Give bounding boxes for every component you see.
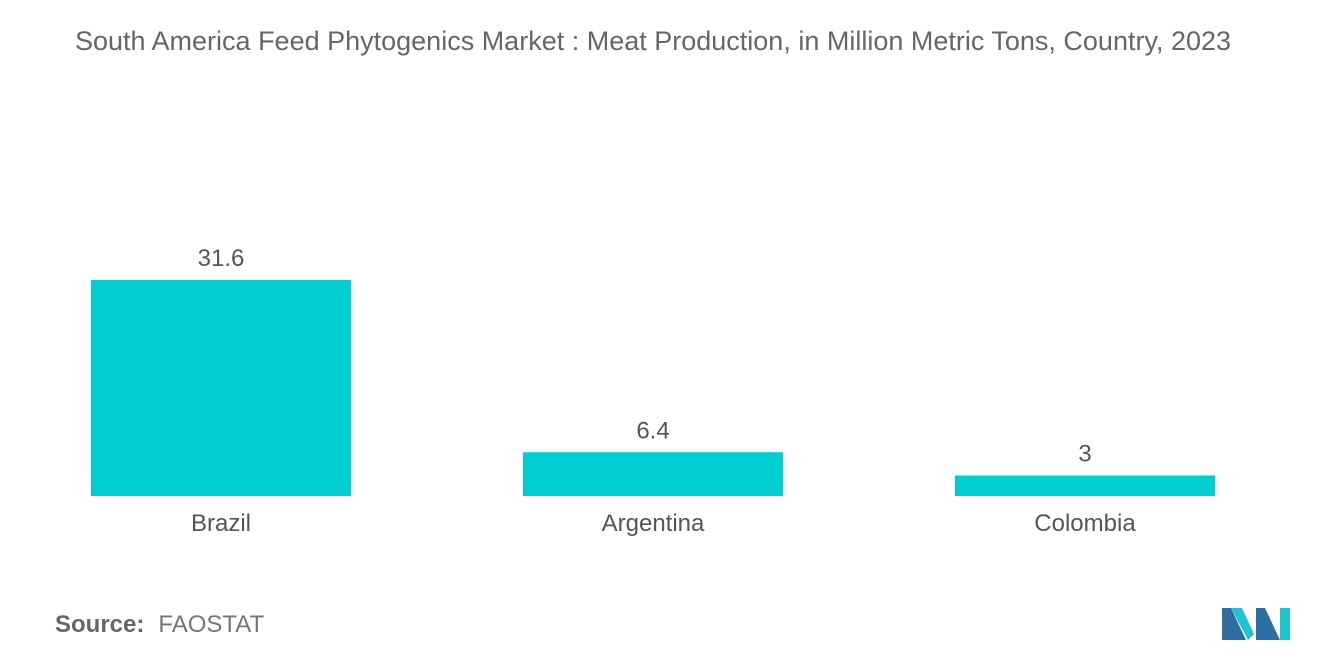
bar-colombia — [955, 475, 1215, 496]
category-labels-group: Brazil Argentina Colombia — [191, 510, 1136, 537]
bars-group — [91, 280, 1215, 496]
chart-title: South America Feed Phytogenics Market : … — [74, 26, 1232, 56]
bar-brazil — [91, 280, 351, 496]
category-label-brazil: Brazil — [191, 510, 251, 537]
source-note: Source: FAOSTAT — [55, 611, 264, 639]
value-label-brazil: 31.6 — [198, 245, 245, 272]
source-label: Source: — [55, 611, 145, 638]
category-label-argentina: Argentina — [602, 510, 705, 537]
source-value: FAOSTAT — [158, 611, 265, 638]
value-label-argentina: 6.4 — [636, 417, 669, 444]
brand-logo-icon — [1222, 608, 1290, 640]
value-label-colombia: 3 — [1078, 440, 1091, 467]
category-label-colombia: Colombia — [1034, 510, 1136, 537]
bar-argentina — [523, 452, 783, 496]
value-labels-group: 31.6 6.4 3 — [198, 245, 1092, 467]
